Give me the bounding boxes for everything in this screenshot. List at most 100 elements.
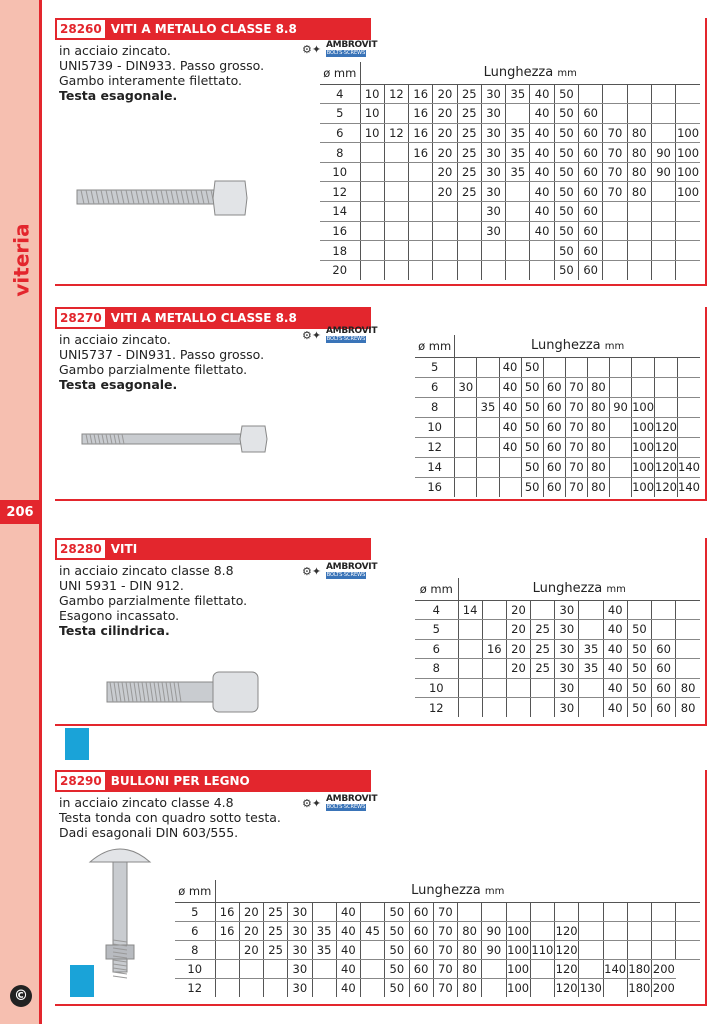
brand-name: AMBROVIT — [326, 40, 378, 50]
length-cell: 50 — [626, 639, 652, 659]
length-cell — [481, 658, 507, 679]
length-cell: 100 — [505, 959, 531, 979]
description-line: UNI5737 - DIN931. Passo grosso. — [59, 347, 265, 362]
length-cell: 70 — [564, 457, 588, 478]
length-cell: 50 — [384, 940, 409, 960]
length-cell — [529, 260, 555, 280]
length-cell: 35 — [311, 921, 337, 941]
length-cell: 120 — [654, 457, 678, 478]
length-cell: 70 — [602, 142, 628, 163]
product-section-28280: 28280 VITI in acciaio zincato classe 8.8 UN… — [55, 538, 707, 760]
length-cell — [650, 84, 676, 105]
hex-bolt-image — [81, 425, 268, 453]
length-cell — [602, 201, 628, 222]
diameter-header: ø mm — [320, 62, 360, 85]
length-cell — [675, 240, 700, 261]
diameter-cell: 4 — [320, 84, 360, 105]
length-cell: 25 — [456, 142, 482, 163]
length-cell: 100 — [505, 978, 531, 997]
length-cell — [481, 978, 506, 997]
length-cell: 60 — [651, 639, 676, 659]
length-cell — [578, 902, 603, 922]
length-cell: 10 — [359, 103, 385, 124]
length-cell — [359, 902, 385, 922]
length-cell: 80 — [586, 417, 610, 438]
table-row: 14 50 60 70 80 100 120 140 — [415, 457, 700, 478]
length-cell: 40 — [602, 678, 628, 698]
length-cell: 100 — [631, 417, 655, 438]
length-cell: 30 — [287, 940, 312, 960]
length-cell: 40 — [529, 201, 555, 222]
length-cell: 30 — [287, 921, 312, 941]
length-cell — [359, 221, 385, 242]
length-cell — [214, 978, 240, 997]
length-cell — [676, 437, 700, 458]
description-line: in acciaio zincato classe 8.8 — [59, 563, 234, 578]
product-image — [80, 422, 280, 462]
brand-name: AMBROVIT — [326, 326, 378, 336]
table-row: 10 30 40 50 60 80 — [415, 678, 700, 698]
length-cell — [238, 978, 264, 997]
length-cell: 40 — [602, 697, 628, 717]
length-cell: 20 — [432, 123, 458, 144]
length-cell: 25 — [456, 103, 482, 124]
product-title: VITI — [110, 542, 138, 556]
product-section-28270: 28270 VITI A METALLO CLASSE 8.8 in acciaio… — [55, 307, 707, 501]
length-cell — [602, 940, 628, 960]
length-cell: 16 — [214, 902, 240, 922]
length-cell — [530, 697, 555, 717]
bolt-logo-icon: ⚙✦ — [302, 329, 322, 342]
length-cell: 60 — [408, 978, 434, 997]
length-cell — [675, 921, 700, 941]
length-cell — [608, 417, 632, 438]
product-title: BULLONI PER LEGNO — [110, 774, 250, 788]
length-cell — [457, 678, 483, 698]
length-cell: 80 — [456, 978, 482, 997]
length-cell — [676, 417, 700, 438]
length-cell — [602, 240, 628, 261]
length-cell: 80 — [456, 940, 482, 960]
diameter-header: ø mm — [415, 578, 459, 601]
description-line: in acciaio zincato classe 4.8 — [59, 795, 234, 810]
length-cell — [675, 221, 700, 242]
product-section-28290: 28290 BULLONI PER LEGNO in acciaio zincato… — [55, 770, 707, 1006]
length-cell — [505, 697, 531, 717]
length-cell: 40 — [529, 162, 555, 183]
table-row: 6 16 20 25 30 35 40 45 50 60 70 80 90 100 120 — [175, 921, 700, 941]
length-cell — [578, 921, 603, 941]
length-cell: 100 — [505, 921, 531, 941]
table-row: 5 40 50 — [415, 357, 700, 378]
length-cell — [578, 959, 603, 979]
length-cell: 80 — [586, 397, 610, 418]
length-cell — [476, 457, 500, 478]
length-cell — [408, 240, 433, 261]
length-cell: 80 — [626, 181, 652, 203]
length-cell: 50 — [520, 377, 544, 398]
description-line: UNI 5931 - DIN 912. — [59, 578, 184, 593]
length-cell: 50 — [520, 437, 544, 458]
length-cell: 200 — [650, 959, 676, 979]
table-header-row: ø mm Lunghezza mm — [415, 335, 700, 358]
section-header: 28280 VITI — [55, 538, 371, 560]
length-cell — [505, 201, 530, 222]
length-cell: 60 — [578, 142, 603, 163]
length-cell: 50 — [553, 142, 579, 163]
table-row: 8 35 40 50 60 70 80 90 100 — [415, 397, 700, 418]
length-cell: 120 — [654, 437, 678, 458]
length-cell: 20 — [432, 84, 458, 105]
length-cell — [432, 221, 458, 242]
sidebar: viteria 206 © — [0, 0, 42, 1024]
length-cell: 40 — [602, 600, 628, 620]
page-number: 206 — [0, 500, 40, 524]
length-cell: 70 — [432, 902, 458, 922]
length-cell — [608, 377, 632, 398]
length-cell — [505, 260, 530, 280]
brand-tagline: BOLTS·SCREWS — [326, 572, 366, 579]
length-cell — [654, 377, 678, 398]
length-cell — [529, 902, 555, 922]
length-cell: 40 — [529, 84, 555, 105]
length-cell: 25 — [530, 619, 555, 640]
length-cell: 12 — [383, 123, 409, 144]
length-cell — [481, 902, 506, 922]
length-cell — [675, 103, 700, 124]
